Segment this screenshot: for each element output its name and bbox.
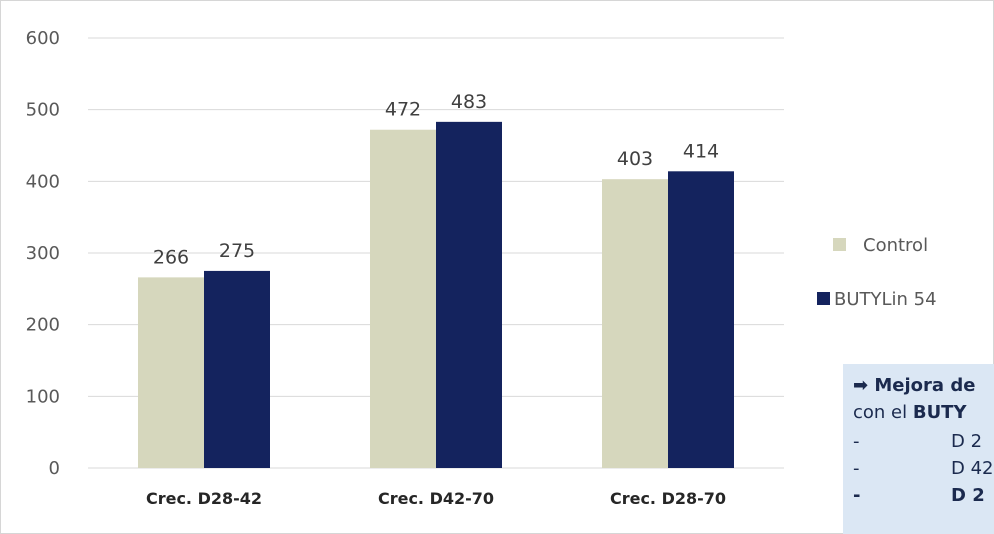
- y-tick-label: 200: [26, 315, 60, 336]
- data-label: 414: [683, 140, 719, 162]
- note-line-1: ➡ Mejora de: [853, 375, 975, 396]
- data-label: 275: [219, 240, 255, 262]
- y-tick-label: 300: [26, 243, 60, 264]
- bar-butylin-3: [668, 171, 734, 469]
- data-label: 483: [451, 91, 487, 113]
- note-box: ➡ Mejora de con el BUTY - D 2 - D 42 - D…: [843, 364, 994, 534]
- note-item-3: D 2: [951, 485, 985, 506]
- data-label: 266: [153, 246, 189, 268]
- legend-label-2: BUTYLin 54: [834, 289, 937, 310]
- note-line-2-prefix: con el: [853, 402, 913, 423]
- note-line-2-bold: BUTY: [912, 402, 967, 423]
- note-item-3-dash: -: [853, 485, 861, 506]
- legend-swatch-2: [817, 292, 830, 305]
- note-item-2: D 42: [951, 458, 994, 479]
- y-tick-label: 400: [26, 171, 60, 192]
- note-line-2: con el BUTY: [853, 402, 967, 423]
- y-tick-label: 100: [26, 386, 60, 407]
- bar-control-3: [602, 179, 668, 468]
- legend-swatch-1: [833, 238, 846, 251]
- x-category-label: Crec. D28-42: [146, 489, 262, 508]
- y-tick-label: 0: [49, 458, 60, 479]
- data-label: 403: [617, 148, 653, 170]
- y-tick-label: 600: [26, 28, 60, 49]
- y-tick-label: 500: [26, 100, 60, 121]
- bar-butylin-2: [436, 121, 502, 468]
- note-item-1: D 2: [951, 431, 983, 452]
- x-category-label: Crec. D28-70: [610, 489, 726, 508]
- note-line-1-text: Mejora de: [874, 375, 976, 396]
- data-label: 472: [385, 99, 421, 121]
- note-item-2-dash: -: [853, 458, 860, 479]
- note-item-1-dash: -: [853, 431, 860, 452]
- bar-butylin-1: [204, 270, 270, 468]
- legend-label-1: Control: [863, 235, 928, 256]
- x-category-label: Crec. D42-70: [378, 489, 494, 508]
- bar-control-2: [370, 129, 436, 468]
- arrow-icon: ➡: [853, 375, 869, 396]
- bar-control-1: [138, 277, 204, 468]
